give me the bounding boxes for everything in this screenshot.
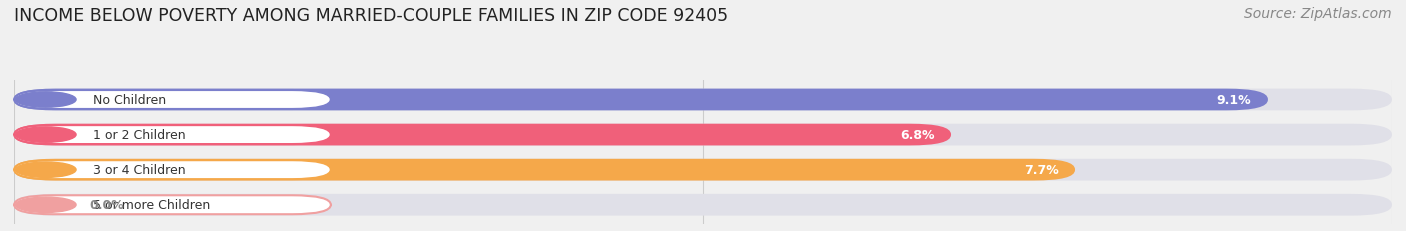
FancyBboxPatch shape	[14, 161, 330, 179]
FancyBboxPatch shape	[14, 126, 330, 144]
FancyBboxPatch shape	[14, 194, 1392, 216]
Circle shape	[15, 92, 76, 108]
FancyBboxPatch shape	[14, 124, 1392, 146]
FancyBboxPatch shape	[14, 159, 1076, 181]
Circle shape	[15, 197, 76, 213]
Text: 1 or 2 Children: 1 or 2 Children	[93, 128, 186, 141]
FancyBboxPatch shape	[14, 124, 950, 146]
FancyBboxPatch shape	[14, 89, 1392, 111]
Text: 3 or 4 Children: 3 or 4 Children	[93, 164, 186, 176]
FancyBboxPatch shape	[14, 159, 1392, 181]
Text: 0.0%: 0.0%	[90, 198, 125, 211]
FancyBboxPatch shape	[14, 89, 1268, 111]
FancyBboxPatch shape	[14, 91, 330, 109]
Text: 5 or more Children: 5 or more Children	[93, 198, 209, 211]
Text: 7.7%: 7.7%	[1024, 164, 1059, 176]
Circle shape	[15, 127, 76, 143]
Circle shape	[15, 162, 76, 178]
FancyBboxPatch shape	[14, 195, 330, 214]
Text: INCOME BELOW POVERTY AMONG MARRIED-COUPLE FAMILIES IN ZIP CODE 92405: INCOME BELOW POVERTY AMONG MARRIED-COUPL…	[14, 7, 728, 25]
Text: 6.8%: 6.8%	[900, 128, 935, 141]
Text: No Children: No Children	[93, 94, 166, 106]
Text: Source: ZipAtlas.com: Source: ZipAtlas.com	[1244, 7, 1392, 21]
Text: 9.1%: 9.1%	[1216, 94, 1251, 106]
